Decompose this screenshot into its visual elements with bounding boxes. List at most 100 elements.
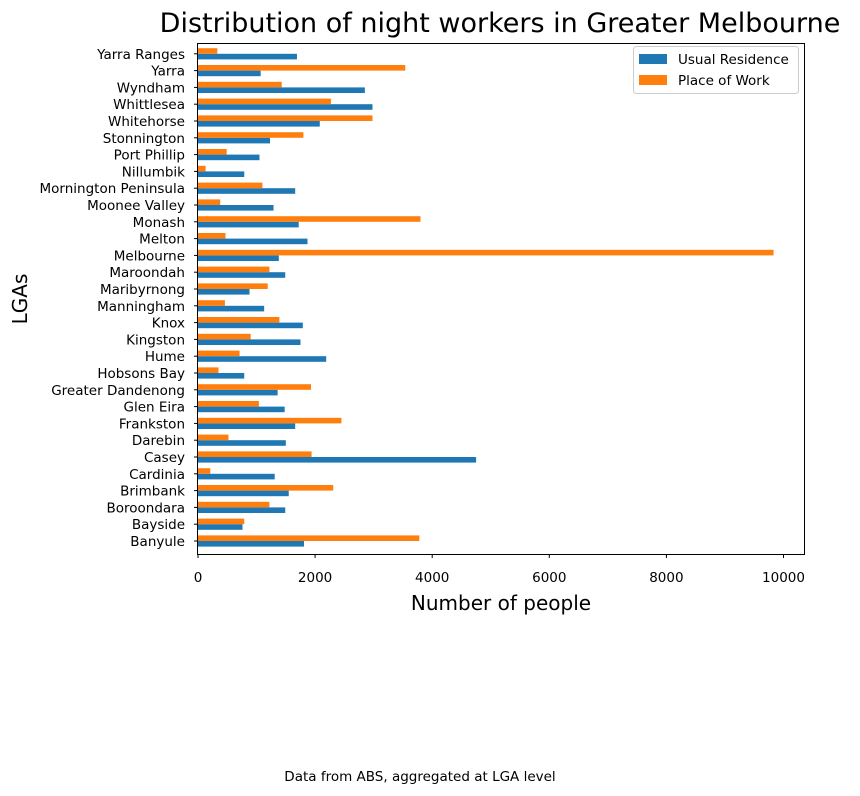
bar-usual-residence-glen-eira <box>198 406 285 413</box>
legend-label-usual-residence: Usual Residence <box>678 52 789 68</box>
y-tick-label: Monash <box>133 215 185 231</box>
bar-place-of-work-melton <box>198 233 226 239</box>
plot-frame <box>197 43 805 555</box>
x-axis-label: Number of people <box>411 591 591 615</box>
y-tick-label: Yarra <box>150 64 185 80</box>
y-tick-label: Boroondara <box>106 500 185 516</box>
bar-usual-residence-casey <box>198 457 477 463</box>
bar-place-of-work-kingston <box>198 333 251 340</box>
bar-place-of-work-stonnington <box>198 132 304 138</box>
bar-usual-residence-frankston <box>198 423 296 429</box>
bar-usual-residence-greater-dandenong <box>198 389 278 396</box>
y-tick-label: Greater Dandenong <box>51 383 185 399</box>
bar-place-of-work-melbourne <box>198 249 774 256</box>
bar-place-of-work-darebin <box>198 434 229 441</box>
legend-swatch-usual-residence <box>639 54 667 64</box>
x-tick-label: 0 <box>194 570 203 586</box>
chart: Distribution of night workers in Greater… <box>8 8 841 615</box>
bar-place-of-work-wyndham <box>198 81 282 88</box>
bar-usual-residence-knox <box>198 322 303 329</box>
y-tick-label: Manningham <box>97 299 185 315</box>
bar-usual-residence-whittlesea <box>198 104 373 110</box>
bar-usual-residence-hobsons-bay <box>198 373 245 379</box>
bar-usual-residence-brimbank <box>198 490 289 497</box>
bar-usual-residence-manningham <box>198 305 265 312</box>
y-tick-label: Banyule <box>130 534 185 550</box>
y-tick-label: Maroondah <box>109 265 185 281</box>
y-tick-label: Knox <box>152 316 185 332</box>
bar-place-of-work-mornington-peninsula <box>198 182 263 189</box>
bar-place-of-work-brimbank <box>198 485 334 491</box>
bar-place-of-work-bayside <box>198 518 245 525</box>
bar-usual-residence-yarra-ranges <box>198 53 297 60</box>
legend-label-place-of-work: Place of Work <box>678 73 770 89</box>
bar-usual-residence-stonnington <box>198 137 271 144</box>
bar-usual-residence-darebin <box>198 440 286 446</box>
bar-usual-residence-wyndham <box>198 87 365 93</box>
bar-place-of-work-port-phillip <box>198 149 227 155</box>
legend: Usual Residence Place of Work <box>633 46 799 94</box>
bar-place-of-work-frankston <box>198 417 342 424</box>
y-tick-label: Melbourne <box>114 248 185 264</box>
bar-place-of-work-manningham <box>198 300 225 306</box>
bar-usual-residence-maribyrnong <box>198 289 250 295</box>
y-tick-label: Glen Eira <box>124 400 185 416</box>
bar-usual-residence-boroondara <box>198 507 286 513</box>
bar-usual-residence-banyule <box>198 541 304 547</box>
legend-frame <box>633 46 799 94</box>
y-tick-label: Darebin <box>132 433 185 449</box>
x-tick-label: 2000 <box>298 570 332 586</box>
y-tick-label: Melton <box>139 232 185 248</box>
y-tick-label: Wyndham <box>117 80 185 96</box>
y-tick-label: Brimbank <box>120 484 185 500</box>
bar-place-of-work-moonee-valley <box>198 199 221 205</box>
x-tick-label: 8000 <box>649 570 683 586</box>
y-tick-label: Whitehorse <box>108 114 185 130</box>
bar-usual-residence-hume <box>198 356 327 362</box>
bar-place-of-work-hume <box>198 350 240 357</box>
bar-place-of-work-nillumbik <box>198 165 206 172</box>
bar-usual-residence-bayside <box>198 524 243 530</box>
y-tick-label: Maribyrnong <box>100 282 185 298</box>
y-tick-label: Yarra Ranges <box>96 47 185 63</box>
source-caption: Data from ABS, aggregated at LGA level <box>284 769 556 785</box>
y-axis-label: LGAs <box>8 274 32 325</box>
y-tick-label: Frankston <box>119 416 185 432</box>
bar-usual-residence-port-phillip <box>198 154 260 161</box>
y-tick-label: Bayside <box>132 517 185 533</box>
y-tick-label: Hobsons Bay <box>97 366 185 382</box>
bar-usual-residence-mornington-peninsula <box>198 188 296 194</box>
bar-place-of-work-boroondara <box>198 501 270 508</box>
x-tick-label: 10000 <box>762 570 805 586</box>
bar-place-of-work-knox <box>198 317 280 323</box>
bar-place-of-work-whitehorse <box>198 115 373 121</box>
chart-title: Distribution of night workers in Greater… <box>160 8 841 39</box>
y-tick-label: Whittlesea <box>113 97 185 113</box>
bar-usual-residence-monash <box>198 221 299 228</box>
bar-place-of-work-greater-dandenong <box>198 384 312 390</box>
bar-usual-residence-maroondah <box>198 272 286 278</box>
bars-layer <box>198 48 774 547</box>
bar-usual-residence-kingston <box>198 339 301 345</box>
bar-place-of-work-casey <box>198 451 312 457</box>
bar-place-of-work-monash <box>198 216 421 222</box>
bar-place-of-work-cardinia <box>198 468 211 474</box>
y-tick-label: Port Phillip <box>114 148 185 164</box>
y-tick-label: Moonee Valley <box>87 198 185 214</box>
bar-place-of-work-yarra <box>198 65 406 71</box>
y-tick-label: Hume <box>145 349 185 365</box>
bar-place-of-work-glen-eira <box>198 401 259 407</box>
x-tick-layer: 0 2000 4000 6000 8000 10000 <box>194 554 805 586</box>
bar-usual-residence-yarra <box>198 70 261 77</box>
bar-usual-residence-whitehorse <box>198 121 320 127</box>
x-tick-label: 6000 <box>532 570 566 586</box>
x-tick-label: 4000 <box>415 570 449 586</box>
bar-place-of-work-yarra-ranges <box>198 48 218 54</box>
y-tick-label: Nillumbik <box>122 164 185 180</box>
y-tick-layer: BanyuleBaysideBoroondaraBrimbankCardinia… <box>40 47 198 550</box>
y-tick-label: Stonnington <box>103 131 185 147</box>
bar-place-of-work-maroondah <box>198 266 270 273</box>
y-tick-label: Casey <box>144 450 185 466</box>
y-tick-label: Mornington Peninsula <box>40 181 186 197</box>
y-tick-label: Cardinia <box>129 467 185 483</box>
